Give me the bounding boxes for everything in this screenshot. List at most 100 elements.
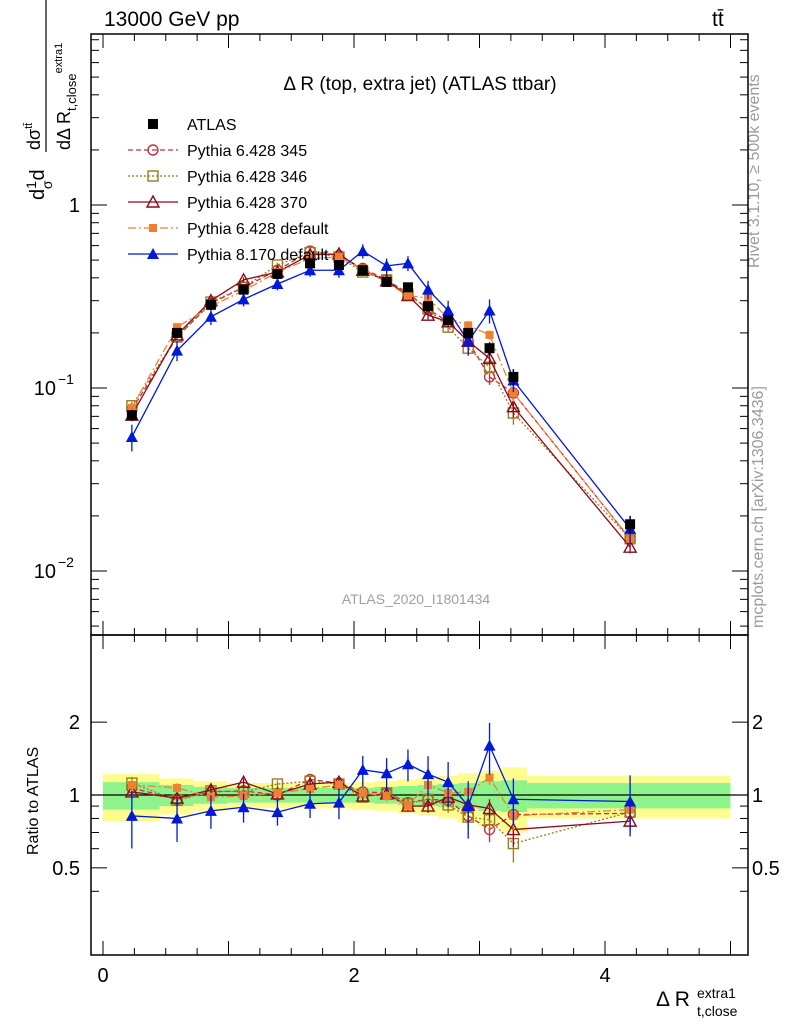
data-point [422, 283, 435, 295]
data-point [205, 299, 216, 310]
legend-label: Pythia 6.428 346 [187, 169, 307, 186]
ratio-y-tick-label: 2 [69, 712, 80, 734]
legend-marker [149, 224, 157, 232]
data-point [357, 265, 368, 276]
legend-marker [147, 170, 159, 182]
series-line [131, 256, 631, 540]
ratio-plot-series [124, 722, 638, 863]
ratio-data-point [273, 788, 282, 797]
data-point [356, 245, 369, 257]
main-plot-series [124, 244, 638, 554]
legend-marker [147, 248, 159, 259]
data-point [271, 278, 284, 290]
ratio-y-tick-label: 0.5 [52, 858, 80, 880]
ratio-series-line [131, 743, 631, 820]
data-point [173, 323, 182, 332]
chart-title: Δ R (top, extra jet) (ATLAS ttbar) [283, 74, 556, 95]
svg-text:d1σd: d1σd [23, 169, 55, 200]
data-point [462, 335, 475, 347]
data-point [482, 351, 497, 365]
ratio-data-point [173, 783, 182, 792]
legend-label: Pythia 6.428 370 [187, 195, 307, 212]
data-point [401, 257, 414, 269]
ratio-data-point [482, 800, 497, 815]
data-point [333, 260, 344, 271]
data-point [509, 388, 518, 397]
ratio-data-point [462, 800, 475, 812]
data-point [622, 539, 638, 553]
data-point [506, 399, 521, 413]
data-point [508, 371, 519, 382]
data-point [126, 410, 137, 421]
ratio-data-point [236, 774, 251, 788]
ratio-data-point [380, 767, 393, 779]
data-point [402, 282, 413, 293]
ratio-y-tick-label-right: 0.5 [752, 858, 780, 880]
ratio-data-point [125, 809, 138, 821]
data-point [420, 307, 436, 321]
legend: ATLAS Pythia 6.428 345 Pythia 6.428 346 Pyt… [128, 117, 329, 264]
ratio-data-point [237, 801, 250, 813]
series-line [131, 250, 631, 530]
svg-text:extra1: extra1 [697, 985, 736, 1001]
x-tick-label: 2 [348, 965, 359, 987]
ratio-data-point [506, 822, 521, 836]
data-point [625, 519, 636, 530]
ratio-data-point [356, 763, 369, 775]
legend-label: Pythia 6.428 default [187, 221, 329, 238]
ratio-data-point [304, 797, 317, 809]
data-point [305, 258, 316, 269]
series-line [131, 250, 631, 540]
legend-marker [147, 144, 159, 156]
ratio-plot-frame [90, 634, 749, 956]
legend-marker [148, 119, 158, 129]
ratio-series-line [131, 778, 631, 831]
data-point [464, 321, 473, 330]
legend-label: Pythia 6.428 345 [187, 143, 307, 160]
svg-text:Δ R: Δ R [656, 988, 690, 1011]
data-point [272, 268, 283, 279]
data-point [443, 315, 454, 326]
data-point [483, 304, 496, 316]
series-line [131, 251, 631, 540]
y-tick-label-exponent: −2 [58, 554, 74, 570]
data-point [304, 264, 317, 276]
data-point [237, 293, 250, 305]
ratio-data-point [171, 812, 184, 824]
y-tick-label-exponent: −1 [58, 371, 74, 387]
data-point [125, 430, 138, 442]
ratio-data-point [442, 776, 455, 788]
ratio-data-point [127, 780, 136, 789]
ratio-data-point [358, 788, 367, 797]
data-point [172, 327, 183, 338]
band-green-bin [478, 781, 501, 811]
legend-marker [145, 194, 161, 208]
process-label: tt̄ [712, 8, 724, 31]
data-point [204, 310, 217, 322]
ratio-y-axis-label: Ratio to ATLAS [25, 747, 42, 855]
ratio-data-point [204, 804, 217, 816]
data-point [485, 330, 494, 339]
svg-text:dΔ Rt,closeextra1: dΔ Rt,closeextra1 [53, 43, 79, 150]
data-point [381, 276, 392, 287]
ratio-data-point [382, 792, 391, 801]
data-point [442, 304, 455, 316]
data-point [484, 343, 495, 354]
ratio-data-point [332, 796, 345, 808]
ratio-data-point [403, 800, 412, 809]
data-point [423, 301, 434, 312]
ratio-data-point [485, 773, 494, 782]
ratio-series-line [131, 776, 631, 817]
ratio-data-point [334, 780, 343, 789]
legend-label: ATLAS [187, 117, 237, 134]
ratio-data-point [420, 798, 436, 812]
ratio-data-point [507, 793, 520, 805]
svg-text:t,close: t,close [697, 1003, 738, 1019]
ratio-data-point [483, 739, 496, 751]
ratio-y-tick-label: 1 [69, 785, 80, 807]
ratio-y-tick-label-right: 2 [752, 712, 763, 734]
ratio-data-point [401, 758, 414, 770]
ratio-data-point [271, 806, 284, 818]
